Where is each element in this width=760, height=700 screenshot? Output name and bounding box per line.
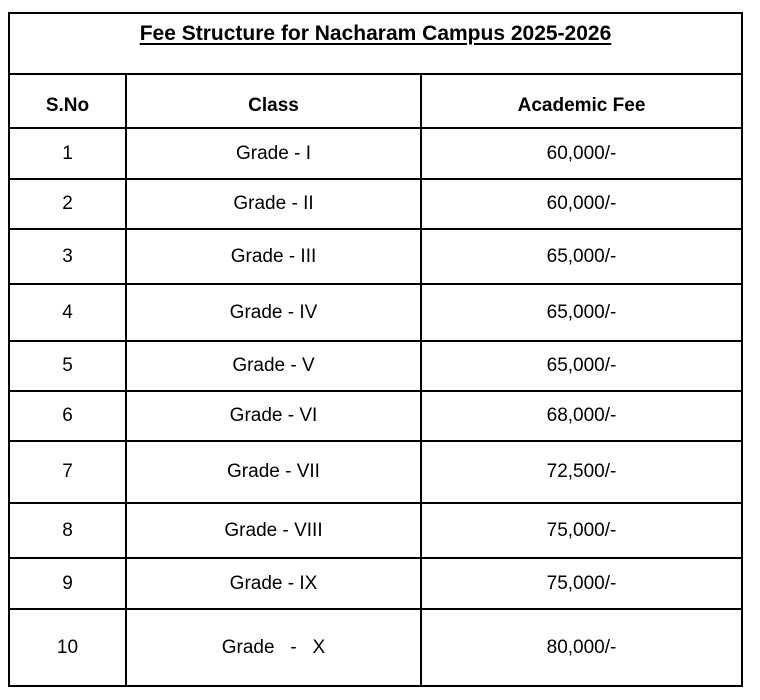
sno-cell: 1 [8,127,127,180]
table-row: 2 Grade - II 60,000/- [8,178,744,230]
class-cell: Grade - IV [125,283,422,342]
fee-cell: 68,000/- [419,390,744,442]
sno-cell: 6 [8,390,127,442]
fee-cell: 75,000/- [419,557,744,610]
sno-cell: 7 [8,440,127,504]
class-cell: Grade - VII [125,440,422,504]
table-row: 4 Grade - IV 65,000/- [8,283,744,342]
class-cell: Grade - V [125,340,422,392]
fee-cell: 60,000/- [419,178,744,230]
fee-cell: 75,000/- [419,502,744,559]
title-cell: Fee Structure for Nacharam Campus 2025-2… [7,12,744,75]
header-sno: S.No [8,73,127,129]
sno-cell: 5 [8,340,127,392]
class-cell: Grade - X [125,608,422,687]
fee-cell: 65,000/- [419,283,744,342]
fee-cell: 80,000/- [419,608,744,687]
table-row: 5 Grade - V 65,000/- [8,340,744,392]
fee-cell: 72,500/- [419,440,744,504]
table-row: 9 Grade - IX 75,000/- [8,557,744,610]
page-title: Fee Structure for Nacharam Campus 2025-2… [139,22,612,45]
title-row: Fee Structure for Nacharam Campus 2025-2… [7,12,744,75]
header-class: Class [125,73,422,129]
fee-cell: 65,000/- [419,228,744,285]
sno-cell: 9 [8,557,127,610]
sno-cell: 2 [8,178,127,230]
table-row: 8 Grade - VIII 75,000/- [8,502,744,559]
fee-cell: 65,000/- [419,340,744,392]
sno-cell: 10 [8,608,127,687]
class-cell: Grade - VI [125,390,422,442]
sno-cell: 4 [8,283,127,342]
header-academic-fee: Academic Fee [419,73,744,129]
sno-cell: 3 [8,228,127,285]
header-row: S.No Class Academic Fee [8,73,744,129]
table-row: 7 Grade - VII 72,500/- [8,440,744,504]
fee-structure-table: Fee Structure for Nacharam Campus 2025-2… [7,12,744,687]
fee-cell: 60,000/- [419,127,744,180]
sno-cell: 8 [8,502,127,559]
class-cell: Grade - II [125,178,422,230]
class-cell: Grade - IX [125,557,422,610]
class-cell: Grade - III [125,228,422,285]
class-cell: Grade - I [125,127,422,180]
table-row: 6 Grade - VI 68,000/- [8,390,744,442]
class-cell: Grade - VIII [125,502,422,559]
table-row: 1 Grade - I 60,000/- [8,127,744,180]
table-row: 3 Grade - III 65,000/- [8,228,744,285]
table-row: 10 Grade - X 80,000/- [8,608,744,687]
